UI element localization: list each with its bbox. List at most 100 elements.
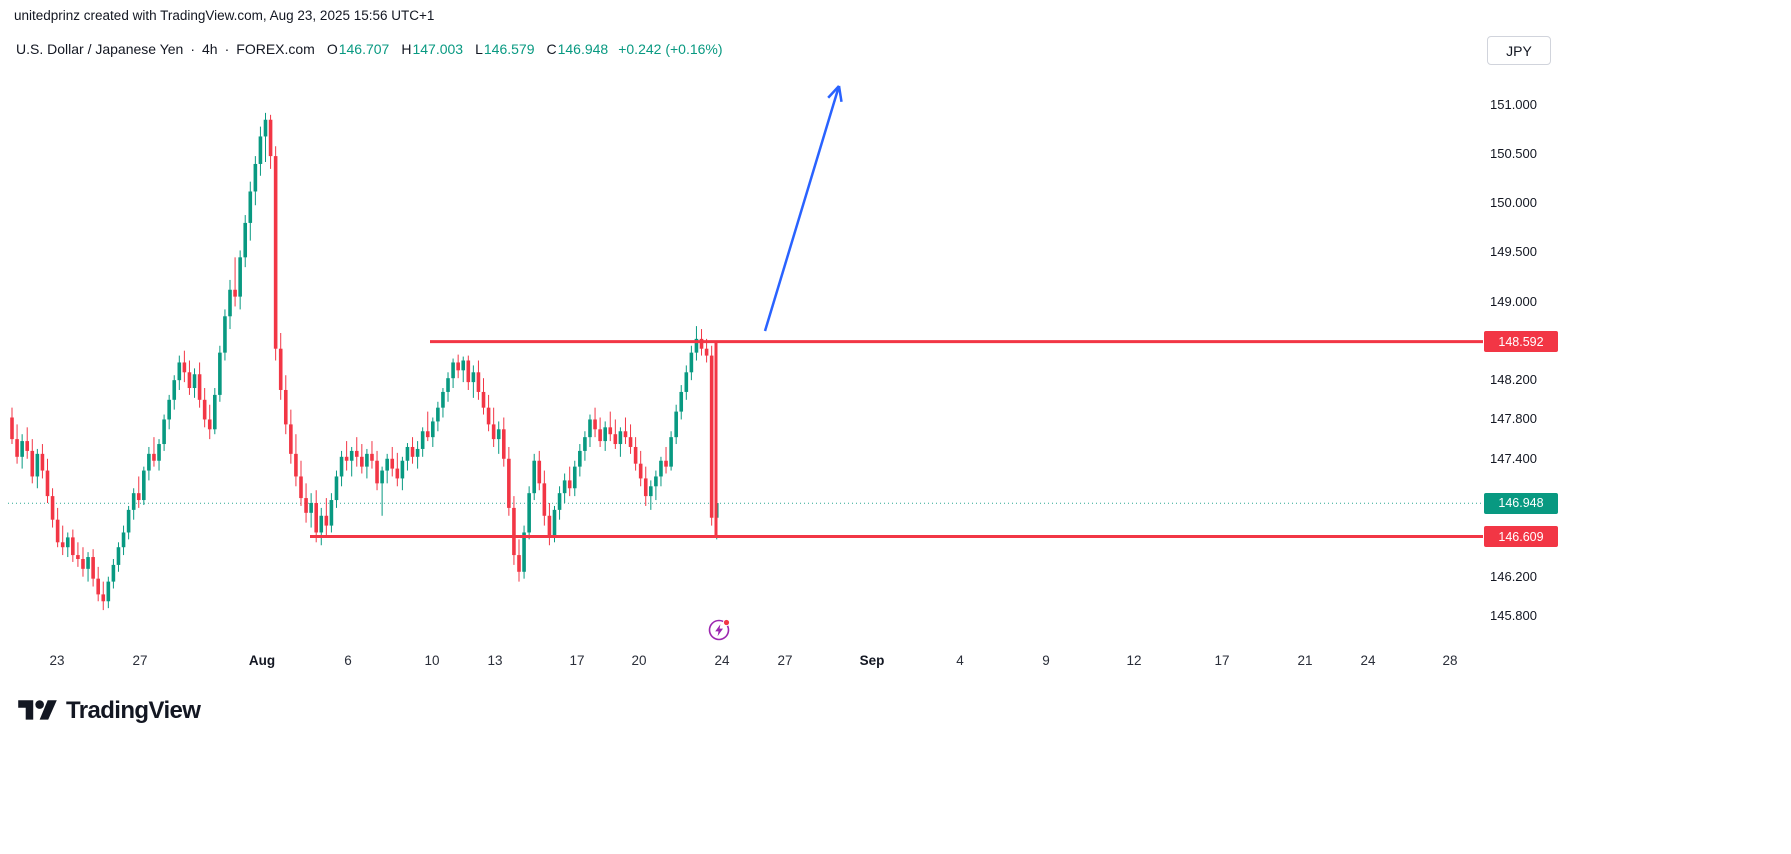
candle-body [638, 463, 643, 479]
candle-body [289, 424, 293, 454]
candle-body [588, 419, 592, 438]
candle-body [623, 431, 628, 438]
candle-body [557, 493, 562, 510]
candle-body [91, 557, 95, 579]
candle-body [25, 441, 30, 451]
time-axis-tick: 20 [631, 653, 647, 668]
candle-body [213, 394, 217, 430]
candle-body [375, 460, 379, 484]
symbol-info-bar: U.S. Dollar / Japanese Yen · 4h · FOREX.… [16, 41, 723, 57]
candle-body [248, 191, 253, 223]
economic-event-icon[interactable] [705, 615, 735, 645]
candle-body [96, 578, 100, 595]
interval-label[interactable]: 4h [202, 41, 218, 57]
candle-body [253, 163, 258, 192]
candle-body [410, 446, 415, 457]
candle-body [65, 537, 70, 548]
candle-body [243, 222, 248, 258]
tradingview-logo-icon [18, 700, 57, 720]
candle-body [314, 502, 318, 533]
tradingview-logo-text: TradingView [66, 697, 201, 724]
candle-body [370, 453, 374, 461]
trend-arrow[interactable] [763, 85, 841, 332]
candle-body [223, 316, 227, 353]
attribution-text: unitedprinz created with TradingView.com… [14, 8, 435, 23]
candle-body [349, 450, 354, 461]
candle-body [547, 515, 552, 536]
candle-body [704, 348, 709, 356]
candle-body [40, 453, 45, 471]
candle-body [598, 429, 602, 442]
candle-body [202, 399, 207, 420]
candle-body [567, 480, 572, 489]
candle-body [512, 507, 516, 556]
candle-body [86, 557, 90, 569]
candle-body [304, 498, 308, 513]
candle-body [431, 421, 435, 438]
time-axis-tick: 27 [777, 653, 793, 668]
candle-body [167, 399, 171, 420]
candle-body [552, 509, 557, 536]
candle-body [324, 515, 329, 526]
candle-body [197, 374, 202, 400]
candle-body [207, 419, 212, 430]
candle-body [517, 555, 521, 572]
currency-label-box: JPY [1487, 36, 1551, 65]
candle-body [699, 338, 704, 349]
candle-body [390, 458, 395, 469]
candle-body [496, 429, 501, 440]
price-axis-tick: 151.000 [1490, 97, 1537, 112]
candle-body [527, 493, 531, 533]
time-axis-tick: Sep [859, 653, 885, 668]
candle-body [461, 360, 466, 371]
candle-body [334, 476, 339, 501]
candle-body [187, 372, 192, 389]
candle-body [420, 431, 425, 449]
separator-dot: · [190, 41, 196, 57]
candle-body [603, 427, 607, 442]
symbol-title[interactable]: U.S. Dollar / Japanese Yen [16, 41, 184, 57]
candle-body [71, 537, 75, 556]
candle-body [121, 532, 126, 548]
candle-body [177, 362, 182, 381]
trend-arrow-head [827, 85, 840, 99]
candle-body [694, 338, 699, 353]
lightning-bolt-icon [715, 624, 723, 637]
candle-body [339, 456, 344, 477]
candle-body [633, 446, 638, 464]
price-axis-tick: 150.500 [1490, 146, 1537, 162]
candle-body [709, 355, 714, 518]
candle-body [451, 362, 455, 379]
candle-body [116, 547, 121, 565]
candle-body [649, 486, 653, 497]
candle-body [283, 389, 288, 425]
candle-body [106, 581, 111, 602]
separator-dot: · [224, 41, 230, 57]
candle-body [583, 437, 587, 451]
event-red-dot [722, 618, 731, 627]
candle-body [268, 119, 273, 157]
ohlc-low: L 146.579 [475, 41, 535, 57]
candle-body [446, 378, 450, 392]
exchange-label: FOREX.com [236, 41, 315, 57]
candle-body [55, 519, 60, 543]
candle-body [608, 427, 613, 435]
candle-body [466, 360, 471, 383]
time-axis-tick: 23 [49, 653, 65, 668]
tradingview-logo[interactable]: TradingView [18, 696, 201, 726]
candle-body [380, 470, 384, 484]
candle-body [486, 407, 491, 425]
candle-body [131, 493, 136, 510]
candle-body [111, 564, 116, 582]
ohlc-close: C 146.948 [546, 41, 609, 57]
candle-body [263, 119, 268, 137]
currency-label: JPY [1506, 42, 1532, 59]
candle-body [405, 446, 410, 461]
candle-body [537, 460, 542, 484]
candle-body [618, 431, 623, 445]
candle-body [456, 362, 460, 371]
trend-arrow-head [837, 85, 843, 102]
candle-body [532, 460, 537, 494]
